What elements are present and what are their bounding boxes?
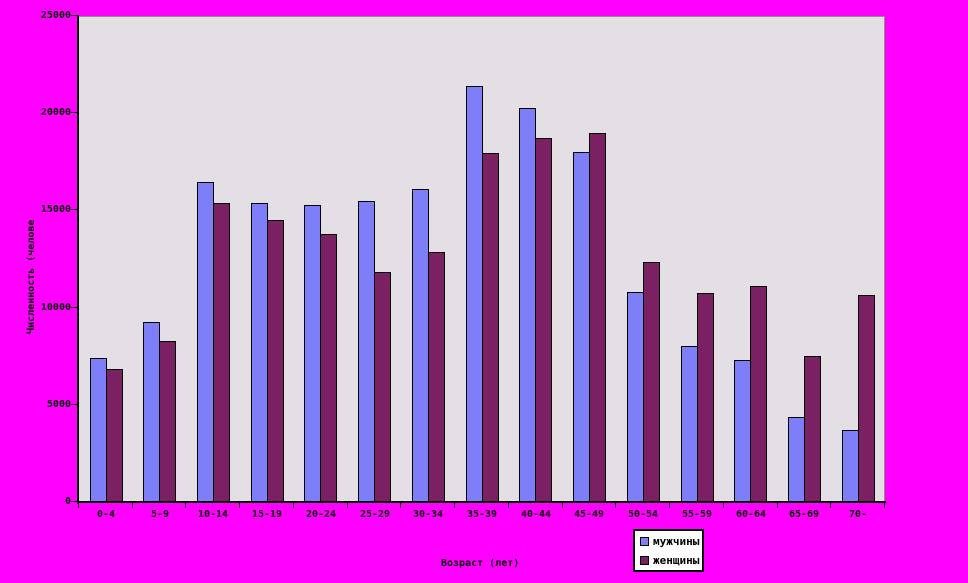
legend-item: женщины [640, 553, 699, 567]
bar-женщины-5-9 [159, 341, 176, 502]
bar-мужчины-45-49 [573, 152, 590, 502]
bar-мужчины-65-69 [788, 417, 805, 502]
x-category-label: 70- [848, 509, 868, 520]
x-tick-mark [777, 503, 778, 508]
bar-мужчины-5-9 [143, 322, 160, 502]
bar-мужчины-20-24 [304, 205, 321, 502]
bar-женщины-30-34 [428, 252, 445, 502]
legend-label: женщины [653, 553, 700, 567]
y-axis-title: Численность (челове [26, 219, 37, 334]
bar-мужчины-35-39 [466, 86, 483, 502]
y-tick-mark [71, 15, 78, 16]
legend: мужчины женщины [633, 529, 704, 572]
bar-женщины-55-59 [697, 293, 714, 502]
x-category-label: 35-39 [466, 509, 498, 520]
x-axis-line [77, 501, 886, 503]
x-tick-mark [239, 503, 240, 508]
legend-item: мужчины [640, 534, 699, 548]
x-tick-mark [562, 503, 563, 508]
x-tick-mark [347, 503, 348, 508]
legend-swatch-icon [640, 536, 649, 546]
x-category-label: 40-44 [520, 509, 552, 520]
x-category-label: 15-19 [251, 509, 283, 520]
x-tick-mark [78, 503, 79, 508]
legend-swatch-icon [640, 555, 649, 565]
x-tick-mark [615, 503, 616, 508]
y-tick-label: 0 [64, 496, 71, 507]
x-axis-title: Возраст (лет) [441, 558, 520, 569]
x-category-label: 20-24 [305, 509, 337, 520]
bar-мужчины-50-54 [627, 292, 644, 502]
y-tick-label: 15000 [40, 204, 71, 215]
bar-женщины-40-44 [535, 138, 552, 502]
x-tick-mark [669, 503, 670, 508]
x-category-label: 45-49 [573, 509, 605, 520]
bar-мужчины-70- [842, 430, 859, 502]
x-tick-mark [400, 503, 401, 508]
bar-женщины-0-4 [106, 369, 123, 502]
x-category-label: 5-9 [150, 509, 170, 520]
y-tick-mark [71, 307, 78, 308]
y-tick-mark [71, 501, 78, 502]
bar-женщины-20-24 [320, 234, 337, 502]
y-tick-label: 20000 [40, 107, 71, 118]
bar-женщины-50-54 [643, 262, 660, 502]
bar-мужчины-15-19 [251, 203, 268, 502]
bar-женщины-65-69 [804, 356, 821, 502]
x-category-label: 30-34 [412, 509, 444, 520]
x-tick-mark [293, 503, 294, 508]
y-tick-mark [71, 112, 78, 113]
bar-женщины-15-19 [267, 220, 284, 502]
legend-label: мужчины [653, 534, 700, 548]
bar-женщины-45-49 [589, 133, 606, 502]
bar-женщины-10-14 [213, 203, 230, 502]
x-category-label: 50-54 [627, 509, 659, 520]
bar-мужчины-0-4 [90, 358, 107, 502]
x-category-label: 0-4 [96, 509, 116, 520]
x-category-label: 55-59 [681, 509, 713, 520]
bar-мужчины-60-64 [734, 360, 751, 502]
x-tick-mark [884, 503, 885, 508]
y-tick-mark [71, 404, 78, 405]
bar-мужчины-30-34 [412, 189, 429, 502]
x-tick-mark [723, 503, 724, 508]
bar-женщины-25-29 [374, 272, 391, 502]
y-tick-label: 10000 [40, 302, 71, 313]
x-tick-mark [185, 503, 186, 508]
bar-мужчины-10-14 [197, 182, 214, 502]
bar-мужчины-55-59 [681, 346, 698, 502]
y-tick-label: 25000 [40, 10, 71, 21]
x-category-label: 10-14 [197, 509, 229, 520]
bar-женщины-60-64 [750, 286, 767, 502]
y-tick-label: 5000 [46, 399, 71, 410]
x-tick-mark [454, 503, 455, 508]
bar-мужчины-40-44 [519, 108, 536, 502]
y-tick-mark [71, 209, 78, 210]
x-category-label: 25-29 [359, 509, 391, 520]
bar-женщины-35-39 [482, 153, 499, 502]
x-tick-mark [132, 503, 133, 508]
x-tick-mark [830, 503, 831, 508]
x-tick-mark [508, 503, 509, 508]
x-category-label: 65-69 [788, 509, 820, 520]
x-category-label: 60-64 [735, 509, 767, 520]
bar-женщины-70- [858, 295, 875, 502]
bar-мужчины-25-29 [358, 201, 375, 502]
y-axis-line [77, 15, 79, 504]
